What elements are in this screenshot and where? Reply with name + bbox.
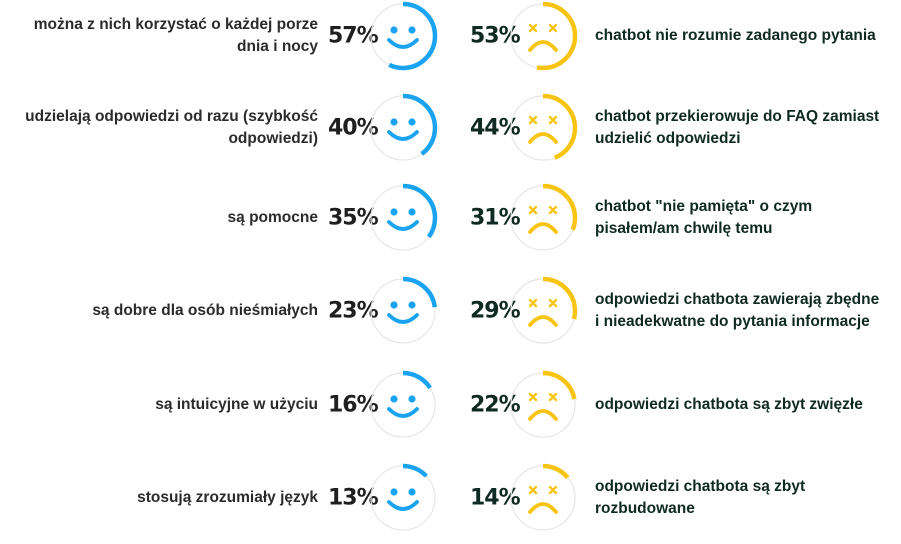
positive-label-line-1: stosują zrozumiały język [137,489,318,506]
negative-label-line-1: odpowiedzi chatbota są zbyt zwięzłe [595,396,863,413]
positive-label-line-1: są dobre dla osób nieśmiałych [92,302,318,319]
sad-dizzy-face-icon [508,463,578,533]
chart-row: można z nich korzystać o każdej porze dn… [0,0,901,82]
positive-label: są intuicyjne w użyciu [0,394,318,416]
smiley-face-icon [368,276,438,346]
negative-label-line-1: odpowiedzi chatbota są zbyt [595,478,806,495]
positive-percentage: 16% [328,392,379,418]
negative-label: chatbot "nie pamięta" o czym pisałem/am … [595,196,895,240]
negative-label-line-1: chatbot przekierowuje do FAQ zamiast [595,108,880,125]
positive-label-line-1: można z nich korzystać o każdej porze [33,16,318,33]
sad-dizzy-face-icon [508,370,578,440]
negative-label: odpowiedzi chatbota zawierają zbędne i n… [595,289,895,333]
negative-label-line-2: i nieadekwatne do pytania informacje [595,313,870,330]
negative-label-line-1: chatbot "nie pamięta" o czym [595,198,813,215]
positive-label-line-1: udzielają odpowiedzi od razu (szybkość [25,108,318,125]
positive-label-line-1: są pomocne [227,209,318,226]
positive-label-line-1: są intuicyjne w użyciu [155,396,318,413]
negative-label: chatbot przekierowuje do FAQ zamiast udz… [595,106,895,150]
positive-percentage: 57% [328,23,379,49]
negative-label: odpowiedzi chatbota są zbyt zwięzłe [595,394,895,416]
positive-percentage: 40% [328,115,379,141]
positive-label: stosują zrozumiały język [0,487,318,509]
positive-label: można z nich korzystać o każdej porze dn… [0,14,318,58]
smiley-face-icon [368,463,438,533]
positive-label-line-2: odpowiedzi) [228,130,318,147]
smiley-face-icon [368,1,438,71]
smiley-face-icon [368,183,438,253]
positive-label: są dobre dla osób nieśmiałych [0,300,318,322]
chart-row: są intuicyjne w użyciu 16% 22% odpowiedz… [0,359,901,451]
positive-label-line-2: dnia i nocy [237,38,318,55]
negative-label-line-2: udzielić odpowiedzi [595,130,741,147]
chart-row: są dobre dla osób nieśmiałych 23% 29% od… [0,265,901,357]
negative-label-line-1: chatbot nie rozumie zadanego pytania [595,27,876,44]
negative-label-line-2: pisałem/am chwilę temu [595,220,773,237]
smiley-face-icon [368,93,438,163]
sad-dizzy-face-icon [508,183,578,253]
chart-row: udzielają odpowiedzi od razu (szybkość o… [0,82,901,174]
positive-label: udzielają odpowiedzi od razu (szybkość o… [0,106,318,150]
negative-label: odpowiedzi chatbota są zbyt rozbudowane [595,476,895,520]
sad-dizzy-face-icon [508,1,578,71]
sad-dizzy-face-icon [508,276,578,346]
smiley-face-icon [368,370,438,440]
sad-dizzy-face-icon [508,93,578,163]
positive-percentage: 13% [328,485,379,511]
chart-row: stosują zrozumiały język 13% 14% odpowie… [0,452,901,544]
negative-label-line-2: rozbudowane [595,500,695,517]
chart-row: są pomocne 35% 31% chatbot "nie pamięta"… [0,172,901,264]
negative-label: chatbot nie rozumie zadanego pytania [595,25,895,47]
positive-label: są pomocne [0,207,318,229]
positive-percentage: 35% [328,205,379,231]
negative-label-line-1: odpowiedzi chatbota zawierają zbędne [595,291,880,308]
positive-percentage: 23% [328,298,379,324]
